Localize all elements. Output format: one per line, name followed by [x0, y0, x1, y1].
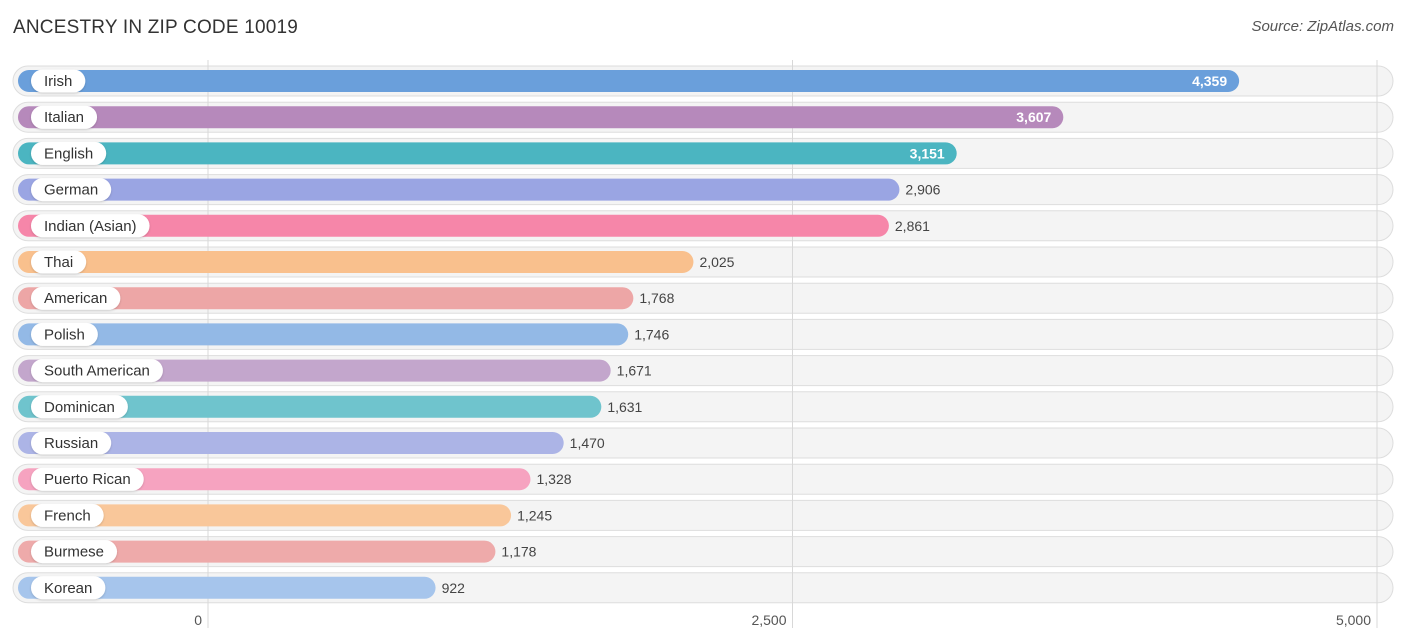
bar: [18, 395, 602, 418]
bar: [18, 178, 900, 201]
bar-row: Polish 1,746: [18, 322, 669, 346]
value-label: 1,768: [639, 290, 674, 306]
category-label: Irish: [44, 73, 72, 90]
bar: [18, 359, 611, 382]
category-label-pill: [31, 467, 144, 491]
category-label: Russian: [44, 435, 98, 452]
category-label: Thai: [44, 254, 73, 271]
category-label-pill: [31, 178, 112, 202]
bar: [18, 432, 564, 454]
value-label: 2,861: [895, 218, 930, 234]
bar: [18, 70, 1240, 92]
category-label-pill: [31, 576, 106, 600]
value-label: 1,178: [501, 544, 536, 560]
category-label-pill: [31, 141, 107, 165]
chart-title: ANCESTRY IN ZIP CODE 10019: [13, 17, 299, 38]
bar-row: American 1,768: [18, 286, 675, 310]
category-label-pill: [31, 503, 104, 527]
bar-row: English 3,151: [18, 141, 957, 165]
value-label: 1,671: [617, 363, 652, 379]
bar: [18, 106, 1064, 129]
bar-row: Indian (Asian) 2,861: [18, 214, 930, 238]
source-credit: Source: ZipAtlas.com: [1251, 18, 1394, 35]
value-label: 1,631: [607, 399, 642, 415]
category-label-pill: [31, 105, 98, 129]
category-label-pill: [31, 322, 98, 346]
value-label: 1,328: [536, 471, 571, 487]
category-label: Puerto Rican: [44, 471, 131, 488]
category-label: Italian: [44, 109, 84, 126]
category-label-pill: [31, 359, 163, 383]
bar: [18, 142, 957, 165]
category-label: Dominican: [44, 399, 115, 416]
bar-row: Irish 4,359: [18, 69, 1240, 93]
category-label: South American: [44, 363, 150, 380]
category-label: English: [44, 145, 93, 162]
bar-row: Thai 2,025: [18, 250, 735, 274]
bar-row: Puerto Rican 1,328: [18, 467, 572, 491]
bar: [18, 468, 531, 491]
x-tick-label: 0: [194, 612, 202, 628]
bar: [18, 323, 629, 346]
category-label-pill: [31, 214, 150, 238]
category-label-pill: [31, 286, 121, 310]
bar-row: Korean 922: [18, 576, 466, 600]
bar: [18, 576, 436, 599]
bar-row: Burmese 1,178: [18, 540, 537, 564]
category-label-pill: [31, 69, 86, 93]
bar: [18, 504, 512, 527]
value-label: 1,746: [634, 326, 669, 342]
value-label: 922: [442, 580, 466, 596]
bar-row: South American 1,671: [18, 359, 652, 383]
category-label-pill: [31, 250, 87, 274]
bar-row: Dominican 1,631: [18, 395, 643, 419]
bar: [18, 214, 889, 237]
category-label: Indian (Asian): [44, 218, 137, 235]
value-label: 1,470: [570, 435, 605, 451]
value-label: 2,025: [699, 254, 734, 270]
value-label: 2,906: [905, 182, 940, 198]
bar-row: German 2,906: [18, 178, 941, 202]
value-label: 4,359: [1192, 73, 1227, 89]
category-label: Burmese: [44, 544, 104, 561]
bar: [18, 251, 694, 273]
bar-row: Italian 3,607: [18, 105, 1064, 129]
value-label: 1,245: [517, 507, 552, 523]
category-label: Korean: [44, 580, 92, 597]
bar-row: French 1,245: [18, 503, 552, 527]
category-label: Polish: [44, 326, 85, 343]
bar: [18, 287, 634, 310]
category-label-pill: [31, 431, 112, 455]
x-tick-label: 2,500: [751, 612, 786, 628]
bar: [18, 540, 496, 563]
x-tick-label: 5,000: [1336, 612, 1371, 628]
category-label: German: [44, 182, 98, 199]
value-label: 3,607: [1016, 109, 1051, 125]
category-label: French: [44, 507, 91, 524]
value-label: 3,151: [910, 145, 945, 161]
category-label: American: [44, 290, 107, 307]
bar-row: Russian 1,470: [18, 431, 605, 455]
category-label-pill: [31, 395, 128, 419]
category-label-pill: [31, 540, 118, 564]
